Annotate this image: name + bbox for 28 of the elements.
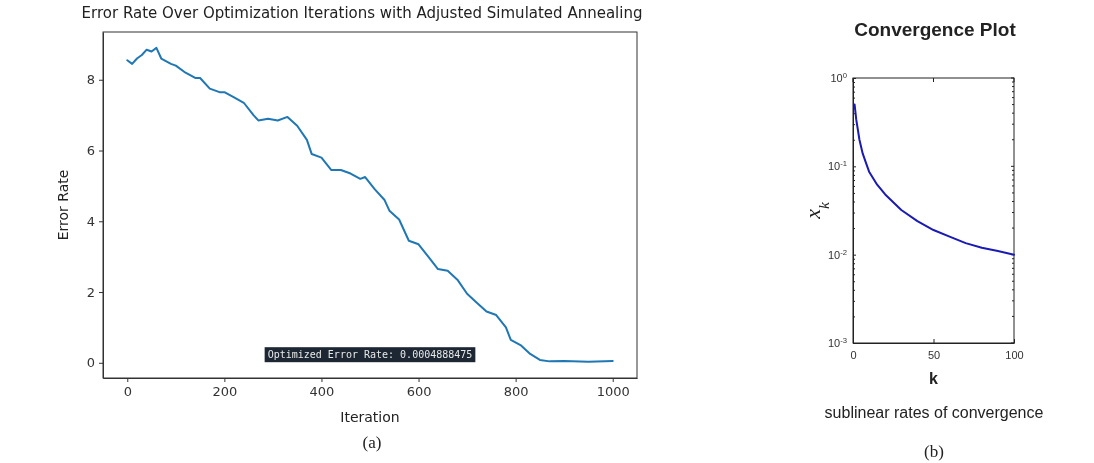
- x-axis-title: k: [929, 370, 939, 387]
- x-tick-label: 0: [123, 384, 132, 400]
- text: (b): [924, 442, 944, 461]
- line-series: [853, 103, 1015, 256]
- x-tick-label: 600: [406, 384, 432, 400]
- y-tick-label: 4: [86, 213, 95, 229]
- chart-title: Convergence Plot: [854, 19, 1017, 40]
- annotation: Optimized Error Rate: 0.0004888475: [267, 349, 473, 361]
- x-tick-label: 400: [309, 384, 335, 400]
- y-tick-label: 10$^{-2}$: [827, 247, 847, 261]
- x-tick-label: 200: [212, 384, 238, 400]
- x-axis-title: Iteration: [340, 409, 400, 425]
- text: (a): [362, 433, 382, 452]
- x-tick-label: 0: [850, 348, 857, 361]
- y-tick-label: 10$^{0}$: [830, 70, 847, 85]
- y-tick-label: 2: [86, 284, 95, 300]
- y-tick-label: 6: [86, 143, 95, 159]
- x-tick-label: 100: [1005, 348, 1024, 361]
- x-tick-label: 1000: [596, 384, 630, 400]
- x-tick-label: 800: [503, 384, 529, 400]
- text: sublinear rates of convergence: [824, 404, 1044, 421]
- y-tick-label: 8: [86, 72, 95, 88]
- x-tick-label: 50: [927, 348, 941, 361]
- chart-title: Error Rate Over Optimization Iterations with Adjusted Simulated Annealing: [81, 4, 643, 22]
- y-axis-title: Error Rate: [55, 169, 71, 241]
- line-series: [126, 46, 614, 363]
- y-tick-label: 10$^{-3}$: [827, 335, 847, 350]
- y-tick-label: 10$^{-1}$: [827, 158, 847, 173]
